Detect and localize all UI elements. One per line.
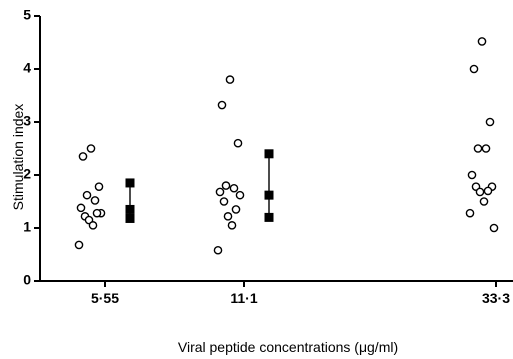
open-circle-point xyxy=(78,152,88,161)
x-tick-label: 11·1 xyxy=(230,290,257,306)
open-circle-point xyxy=(233,138,243,148)
open-circle-point xyxy=(473,144,483,153)
open-circle-point xyxy=(485,117,495,127)
open-circle-series xyxy=(74,37,499,255)
filled-square-point xyxy=(125,178,135,188)
y-tick-label: 2 xyxy=(23,166,31,182)
open-circle-point xyxy=(88,221,98,230)
y-axis: 0 1 2 3 4 5 xyxy=(23,7,41,288)
open-circle-point xyxy=(231,205,241,214)
open-circle-point xyxy=(489,223,499,233)
filled-square-point xyxy=(264,212,274,222)
open-circle-point xyxy=(469,64,479,74)
open-circle-point xyxy=(481,144,491,153)
open-circle-point xyxy=(76,203,86,213)
open-circle-point xyxy=(229,183,239,193)
filled-square-point xyxy=(264,149,274,159)
open-circle-point xyxy=(235,190,245,200)
filled-square-point xyxy=(264,190,274,200)
open-circle-point xyxy=(94,182,104,191)
open-circle-point xyxy=(223,212,233,221)
y-tick-label: 5 xyxy=(23,7,31,23)
y-tick-label: 4 xyxy=(23,60,31,76)
x-tick-label: 33·3 xyxy=(482,290,510,306)
open-circle-point xyxy=(92,208,102,218)
open-circle-point xyxy=(475,187,485,197)
filled-square-point xyxy=(125,204,135,214)
open-circle-point xyxy=(221,181,231,190)
open-circle-point xyxy=(86,144,96,153)
open-circle-point xyxy=(74,240,84,250)
y-tick-label: 3 xyxy=(23,113,31,129)
y-tick-label: 1 xyxy=(23,219,31,235)
open-circle-point xyxy=(225,75,235,84)
x-tick-label: 5·55 xyxy=(91,290,119,306)
open-circle-point xyxy=(483,186,493,196)
x-axis-title: Viral peptide concentrations (μg/ml) xyxy=(178,339,398,355)
open-circle-point xyxy=(479,197,489,206)
open-circle-point xyxy=(219,197,229,206)
open-circle-point xyxy=(90,196,100,205)
x-axis: 5·55 11·1 33·3 xyxy=(40,280,513,306)
filled-square-series xyxy=(125,149,274,223)
open-circle-point xyxy=(227,221,237,230)
filled-square-point xyxy=(125,213,135,223)
y-tick-label: 0 xyxy=(23,272,31,288)
open-circle-point xyxy=(477,37,487,46)
open-circle-point xyxy=(82,190,92,200)
open-circle-point xyxy=(215,187,225,197)
open-circle-point xyxy=(217,100,227,110)
y-axis-title: Stimulation index xyxy=(10,104,26,211)
open-circle-point xyxy=(465,208,475,218)
open-circle-point xyxy=(213,245,223,255)
open-circle-point xyxy=(467,170,477,180)
